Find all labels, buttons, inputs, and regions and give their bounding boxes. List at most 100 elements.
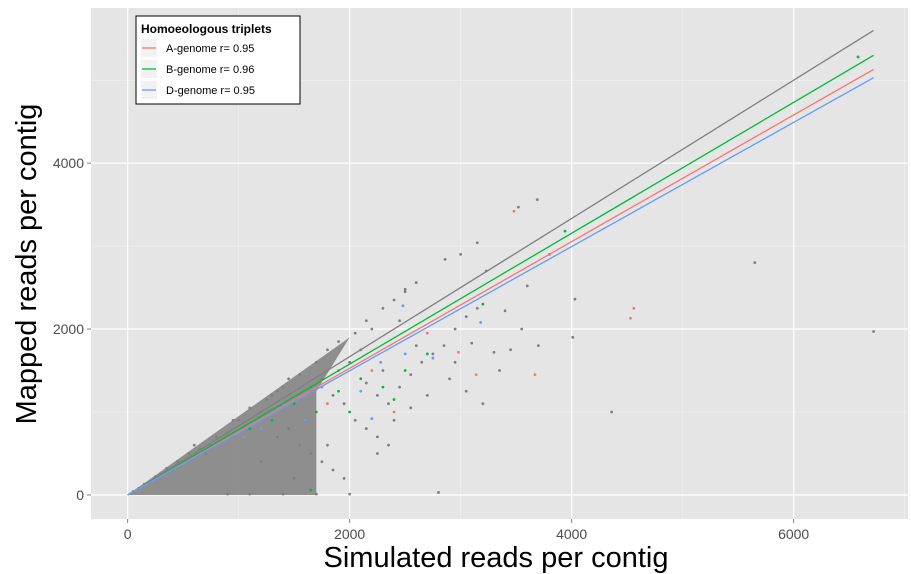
point-red [425,331,429,335]
point-blue [359,389,363,393]
legend-entries: A-genome r= 0.95 B-genome r= 0.96 D-genome… [141,39,255,99]
point-green [381,385,385,389]
point-gray [281,385,285,389]
point-gray [409,373,413,377]
point-gray [326,348,329,352]
point-gray [571,335,575,339]
point-gray [403,290,407,294]
point-gray [353,331,357,335]
point-red [392,410,396,414]
data-points [127,55,875,496]
point-gray [381,369,385,372]
point-gray [203,452,207,455]
legend-label: D-genome r= 0.95 [166,85,255,97]
point-gray [610,410,614,414]
point-green [292,402,296,406]
point-gray [425,393,429,397]
point-green [248,427,252,430]
point-gray [414,281,418,284]
point-gray [387,443,390,447]
legend-label: B-genome r= 0.96 [166,64,254,76]
point-gray [536,344,540,348]
point-gray [392,418,396,422]
point-gray [872,330,875,333]
point-gray [403,287,407,291]
point-green [403,369,407,372]
point-gray [364,319,368,323]
point-gray [176,460,179,464]
point-green [359,377,363,381]
point-gray [398,319,401,323]
point-gray [331,393,335,397]
point-red [632,306,636,310]
regression-line [127,29,874,496]
point-gray [459,252,463,256]
point-green [856,55,860,59]
point-blue [403,352,407,356]
point-gray [392,298,396,302]
y-tick-label: 0 [76,487,84,503]
point-gray [287,427,290,430]
point-gray [409,406,413,410]
point-gray [314,360,318,364]
point-blue [242,435,246,439]
point-gray [320,460,324,464]
point-blue [479,320,483,324]
y-tick-label: 2000 [53,321,84,337]
point-gray [443,257,447,261]
point-red [326,402,329,406]
point-gray [348,360,352,364]
point-blue [401,304,405,308]
regression-line [127,77,874,496]
point-gray [375,435,379,439]
point-gray [453,327,457,331]
point-gray [276,435,279,439]
point-gray [342,476,346,480]
point-blue [370,417,374,421]
point-gray [437,491,440,494]
point-gray [314,492,318,496]
point-green [392,398,396,401]
point-gray [237,418,241,422]
x-tick-label: 0 [124,526,132,542]
point-blue [379,360,383,364]
x-tick-label: 2000 [334,526,365,542]
regression-line [127,68,874,496]
y-axis-title: Mapped reads per contig [11,104,43,425]
point-green [425,352,429,356]
point-gray [503,309,507,313]
point-red [474,373,478,377]
point-red [629,316,632,320]
y-axis-ticks: 0 2000 4000 [53,155,91,503]
point-gray [342,402,346,406]
point-gray [464,315,468,318]
point-green [563,229,567,233]
point-gray [353,418,357,422]
point-green [309,488,313,492]
point-gray [331,468,335,472]
point-gray [498,369,501,372]
dense-point-cloud [127,337,350,495]
point-gray [492,350,496,354]
point-gray [264,398,268,401]
point-gray [420,360,424,364]
point-gray [215,435,218,439]
point-gray [298,443,302,447]
point-gray [516,205,520,209]
point-gray [509,348,513,352]
point-gray [431,352,435,356]
point-green [348,410,352,414]
legend-label: A-genome r= 0.95 [166,43,254,55]
point-gray [226,492,229,496]
point-red [533,373,537,377]
point-gray [573,297,577,301]
point-gray [287,377,290,381]
point-gray [453,360,457,364]
point-gray [270,393,274,397]
point-green [481,302,485,306]
x-tick-label: 6000 [778,526,809,542]
regression-line [127,54,874,496]
point-gray [231,418,235,422]
point-gray [165,466,168,470]
